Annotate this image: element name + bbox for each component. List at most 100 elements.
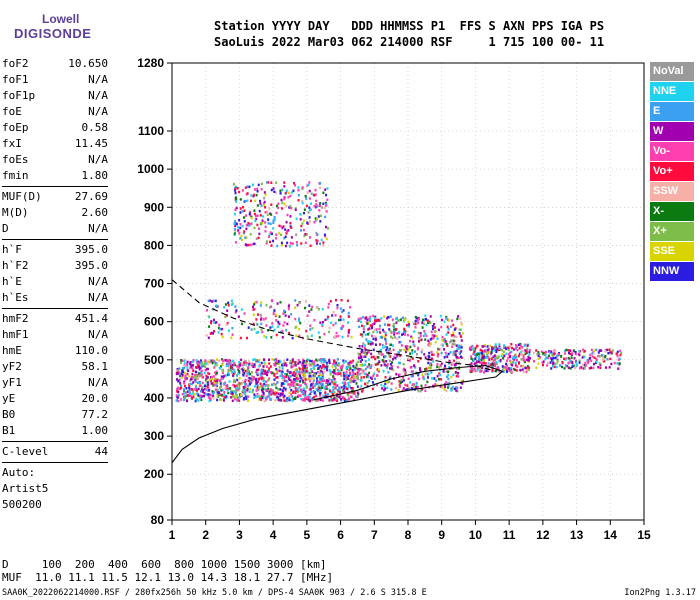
echo-point — [195, 359, 198, 362]
echo-point — [301, 363, 304, 367]
echo-point — [218, 323, 221, 327]
echo-point — [238, 362, 241, 366]
echo-point — [323, 233, 326, 237]
echo-point — [301, 378, 304, 382]
echo-point — [342, 361, 345, 364]
echo-point — [452, 359, 455, 363]
echo-point — [268, 240, 271, 244]
echo-point — [234, 208, 237, 211]
echo-point — [326, 227, 329, 230]
echo-point — [436, 351, 439, 354]
echo-point — [348, 368, 351, 372]
echo-point — [229, 366, 232, 370]
echo-point — [315, 231, 318, 235]
echo-point — [391, 365, 394, 368]
echo-point — [297, 193, 300, 197]
echo-point — [506, 367, 509, 371]
echo-point — [486, 351, 489, 354]
echo-point — [270, 336, 273, 339]
echo-point — [447, 370, 450, 373]
echo-point — [555, 365, 558, 369]
echo-point — [304, 306, 307, 310]
echo-point — [241, 209, 244, 213]
echo-point — [305, 197, 308, 200]
echo-point — [235, 200, 238, 203]
echo-point — [304, 360, 307, 364]
echo-point — [192, 395, 195, 398]
echo-point — [322, 394, 325, 398]
echo-point — [424, 389, 427, 393]
echo-point — [306, 395, 309, 399]
echo-point — [281, 243, 284, 247]
echo-point — [306, 314, 309, 317]
echo-point — [343, 381, 346, 385]
echo-point — [369, 343, 372, 346]
echo-point — [422, 322, 425, 326]
echo-point — [454, 353, 457, 357]
logo-line1: Lowell — [42, 12, 80, 26]
echo-point — [343, 386, 346, 390]
echo-point — [184, 374, 187, 378]
echo-point — [391, 344, 394, 347]
echo-point — [380, 353, 383, 356]
param-name: yE — [2, 392, 16, 405]
echo-point — [545, 350, 548, 354]
echo-point — [252, 193, 255, 197]
echo-point — [239, 336, 242, 340]
echo-point — [306, 366, 309, 369]
echo-point — [266, 365, 269, 368]
echo-point — [333, 360, 336, 363]
echo-point — [200, 359, 203, 362]
echo-point — [553, 365, 556, 369]
echo-point — [420, 338, 423, 342]
echo-point — [539, 356, 542, 359]
echo-point — [455, 335, 458, 339]
echo-point — [359, 360, 362, 363]
echo-point — [183, 396, 186, 400]
logo-line2: DIGISONDE — [14, 26, 92, 41]
echo-point — [271, 371, 274, 375]
echo-point — [510, 370, 513, 374]
echo-point — [336, 306, 339, 310]
echo-point — [347, 334, 350, 338]
echo-point — [508, 351, 511, 355]
echo-point — [402, 379, 405, 382]
echo-point — [322, 370, 325, 373]
echo-point — [238, 387, 241, 391]
echo-point — [425, 367, 428, 370]
echo-point — [484, 344, 487, 347]
echo-point — [355, 364, 358, 367]
echo-point — [185, 363, 188, 366]
echo-point — [580, 366, 583, 369]
echo-point — [410, 355, 413, 359]
echo-point — [494, 343, 497, 346]
echo-point — [357, 360, 360, 364]
echo-point — [194, 399, 197, 403]
echo-point — [489, 350, 492, 354]
echo-point — [490, 346, 493, 349]
echo-point — [453, 343, 456, 346]
echo-point — [581, 356, 584, 359]
echo-point — [407, 320, 410, 324]
echo-point — [313, 372, 316, 376]
echo-point — [615, 352, 618, 356]
echo-point — [319, 182, 322, 185]
echo-point — [256, 204, 259, 207]
echo-point — [418, 377, 421, 381]
echo-point — [333, 372, 336, 375]
echo-point — [360, 324, 363, 328]
echo-point — [274, 358, 277, 361]
echo-point — [359, 364, 362, 367]
echo-point — [398, 351, 401, 355]
echo-point — [447, 384, 450, 387]
echo-point — [339, 371, 342, 375]
echo-point — [262, 202, 265, 206]
echo-point — [213, 390, 216, 394]
echo-point — [197, 387, 200, 391]
echo-point — [447, 374, 450, 377]
echo-point — [226, 314, 229, 317]
echo-point — [313, 318, 316, 322]
echo-point — [383, 363, 386, 366]
echo-point — [232, 372, 235, 376]
echo-point — [474, 357, 477, 361]
